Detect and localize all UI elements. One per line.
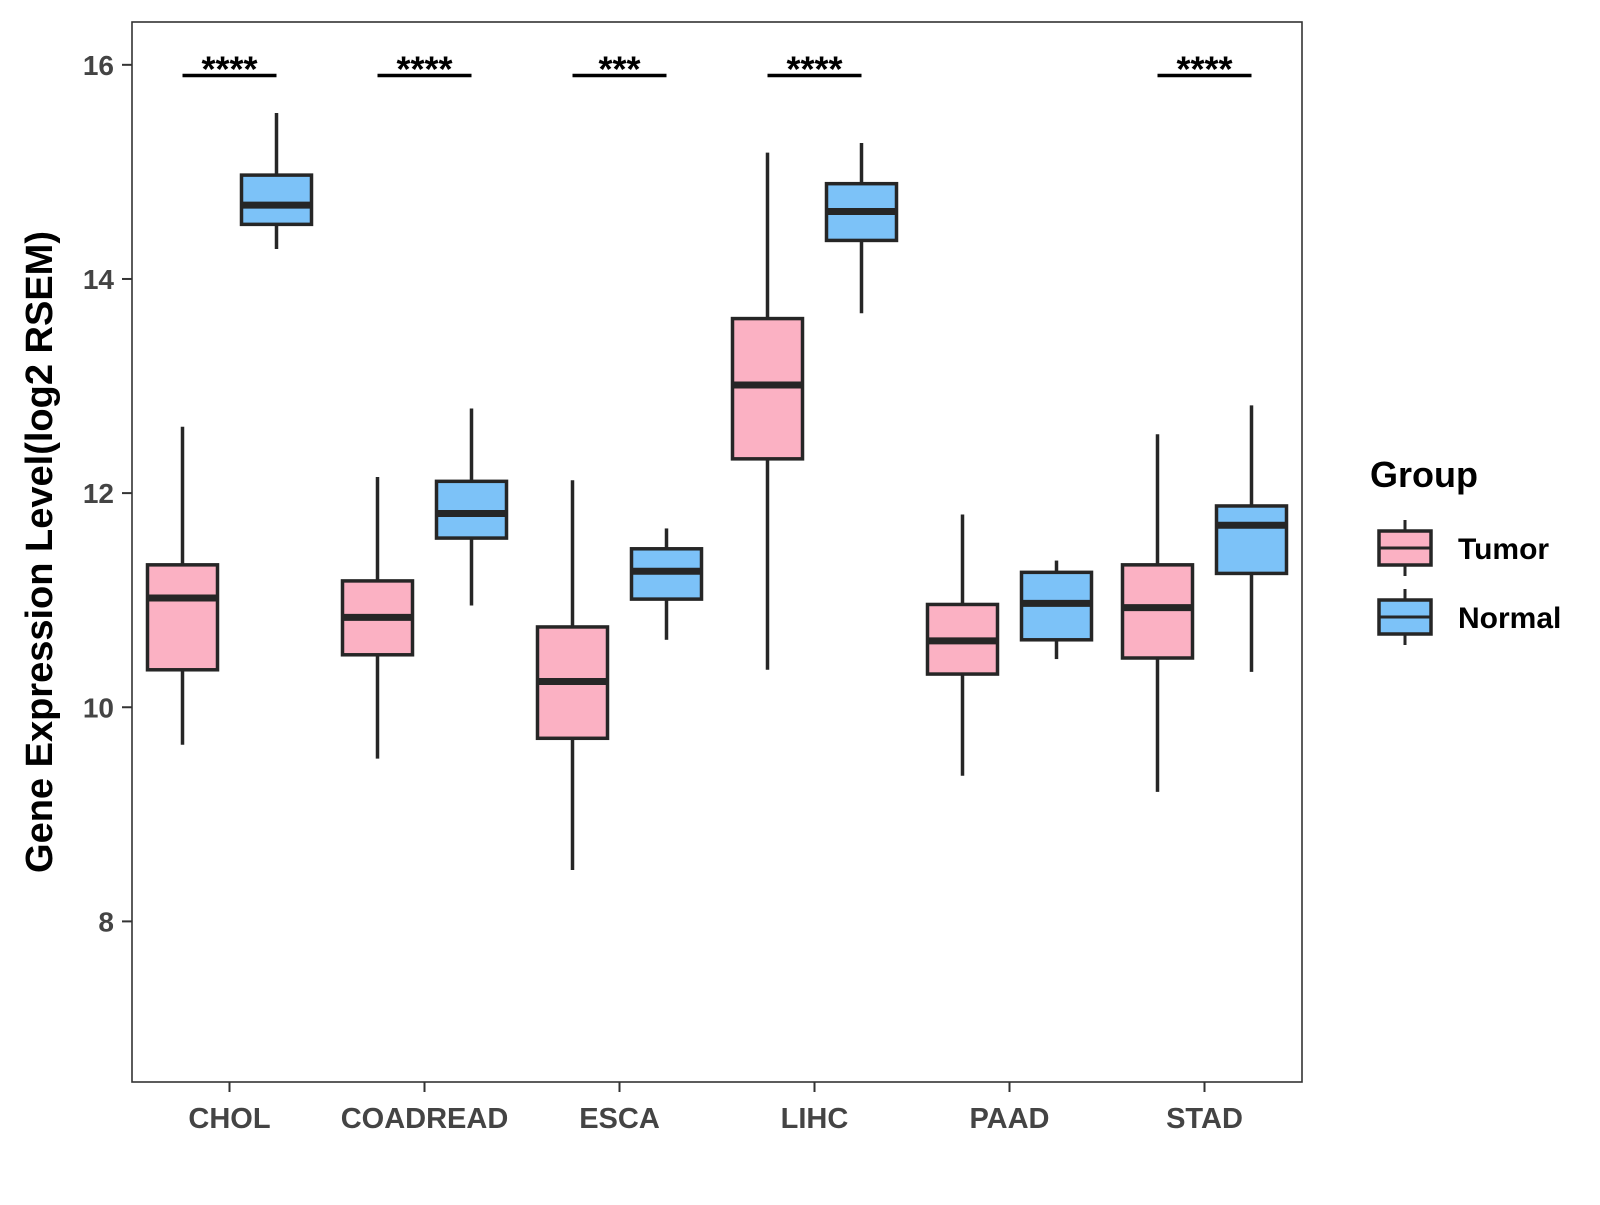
- box-normal-esca: [629, 528, 704, 640]
- box-body: [434, 479, 509, 540]
- x-tick-label-coadread: COADREAD: [341, 1103, 509, 1135]
- box-normal-chol: [239, 113, 314, 249]
- box-normal-lihc: [824, 142, 899, 314]
- box-normal-paad: [1019, 560, 1094, 660]
- x-tick-label-stad: STAD: [1166, 1103, 1243, 1135]
- box-tumor-stad: [1120, 434, 1195, 792]
- x-tick-label-chol: CHOL: [188, 1103, 270, 1135]
- significance-label-esca: ***: [598, 49, 640, 90]
- y-tick-label-10: 10: [83, 692, 114, 723]
- y-axis-label: Gene Expression Level(log2 RSEM): [19, 231, 61, 873]
- significance-label-stad: ****: [1176, 49, 1232, 90]
- box-body: [145, 563, 220, 672]
- y-tick-label-12: 12: [83, 478, 114, 509]
- y-tick-label-14: 14: [83, 264, 115, 295]
- x-axis: CHOL COADREAD ESCA LIHC PAAD STAD: [188, 1082, 1243, 1135]
- significance-label-lihc: ****: [786, 49, 842, 90]
- significance-annotations: **** **** *** **** ****: [182, 49, 1252, 90]
- box-tumor-coadread: [340, 477, 415, 759]
- box-body: [239, 173, 314, 227]
- legend-title: Group: [1370, 454, 1478, 495]
- box-normal-stad: [1214, 405, 1289, 672]
- y-axis: 8 10 12 14 16: [83, 50, 132, 937]
- box-tumor-esca: [535, 480, 610, 870]
- plot-panel-border: [131, 21, 1303, 1083]
- box-body: [730, 316, 805, 461]
- legend-label-normal: Normal: [1458, 602, 1561, 635]
- box-body: [1120, 563, 1195, 660]
- x-tick-label-lihc: LIHC: [781, 1103, 849, 1135]
- box-body: [1214, 504, 1289, 576]
- box-normal-coadread: [434, 408, 509, 606]
- x-tick-label-esca: ESCA: [579, 1103, 660, 1135]
- box-series: [145, 113, 1289, 870]
- x-tick-label-paad: PAAD: [969, 1103, 1049, 1135]
- y-tick-label-16: 16: [83, 50, 114, 81]
- significance-label-coadread: ****: [396, 49, 452, 90]
- legend: Group Tumor Normal: [1370, 454, 1561, 645]
- legend-key-normal: [1377, 589, 1433, 645]
- box-tumor-lihc: [730, 152, 805, 670]
- legend-key-tumor: [1377, 520, 1433, 576]
- legend-label-tumor: Tumor: [1458, 533, 1549, 566]
- y-tick-label-8: 8: [98, 906, 114, 937]
- box-tumor-chol: [145, 426, 220, 745]
- significance-label-chol: ****: [201, 49, 257, 90]
- box-tumor-paad: [925, 514, 1000, 776]
